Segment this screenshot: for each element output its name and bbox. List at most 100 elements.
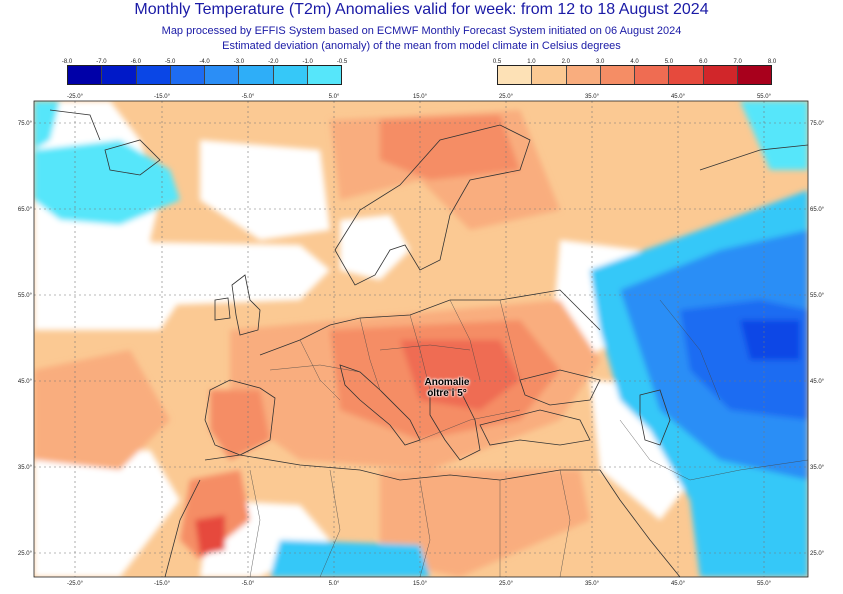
colorbar-cold-label: -4.0: [199, 59, 210, 65]
anomaly-area-mediterranean: [380, 470, 590, 577]
colorbar-cold: [67, 65, 342, 85]
colorbar-warm-label: 3.0: [595, 59, 605, 65]
x-label-top: 25.0°: [499, 94, 514, 100]
y-labels-right: 75.0° 65.0° 55.0° 45.0° 35.0° 25.0°: [810, 121, 825, 557]
y-label-right: 75.0°: [810, 121, 825, 127]
cold-area-east-peak: [740, 320, 800, 360]
neutral-area-north-atlantic: [34, 240, 330, 310]
y-label-right: 25.0°: [810, 551, 825, 557]
annotation-label: Anomalie oltre i 5°: [418, 377, 476, 399]
cold-area-greenland-sea: [34, 140, 180, 225]
anomaly-area-iberia: [210, 390, 270, 460]
colorbar-cold-label: -3.0: [233, 59, 245, 65]
coast-red-sea: [599, 469, 681, 577]
colorbar-warm-swatch: [669, 66, 704, 84]
colorbar-warm-label: 1.0: [527, 59, 536, 65]
colorbar-warm-label: 7.0: [733, 59, 742, 65]
colorbar-cold-labels: -8.0 -7.0 -6.0 -5.0 -4.0 -3.0 -2.0 -1.0 -0.5: [62, 59, 347, 67]
colorbar-warm-swatch: [566, 66, 601, 84]
y-label-left: 75.0°: [18, 121, 33, 127]
coastlines: [49, 109, 808, 577]
y-label-right: 65.0°: [810, 207, 825, 213]
colorbar-warm-label: 2.0: [561, 59, 570, 65]
y-label-right: 35.0°: [810, 465, 825, 471]
colorbar-warm-label: 4.0: [630, 59, 639, 65]
colorbar-warm-swatch: [532, 66, 567, 84]
colorbar-warm-swatch: [498, 66, 533, 84]
colorbar-warm-labels: 0.5 1.0 2.0 3.0 4.0 5.0 6.0 7.0 8.0: [493, 59, 776, 67]
colorbar-cold-label: -6.0: [130, 59, 141, 65]
y-label-right: 45.0°: [810, 379, 825, 385]
colorbar-warm-label: 8.0: [767, 59, 777, 65]
annotation-line2: oltre i 5°: [427, 388, 467, 399]
x-label-bottom: -5.0°: [242, 581, 255, 587]
neutral-area-middle-east: [590, 380, 700, 520]
x-label-top: 15.0°: [413, 94, 428, 100]
colorbar-cold-swatch: [136, 66, 171, 84]
neutral-area-norwegian-sea: [200, 140, 330, 240]
colorbar-warm-swatch: [635, 66, 670, 84]
coast-britain: [231, 274, 261, 336]
coast-black-sea: [519, 369, 601, 406]
colorbar-warm-label: 5.0: [664, 59, 674, 65]
x-labels-top: -25.0° -15.0° -5.0° 5.0° 15.0° 25.0° 35.0° 45.0…: [67, 94, 772, 100]
colorbar-cold-label: -5.0: [164, 59, 176, 65]
cold-area-greenland: [34, 101, 60, 150]
x-label-bottom: 55.0°: [757, 581, 772, 587]
colorbar-warm-swatch: [600, 66, 635, 84]
x-label-bottom: 5.0°: [329, 581, 340, 587]
y-label-left: 65.0°: [18, 207, 33, 213]
x-label-top: 45.0°: [671, 94, 686, 100]
coast-ireland: [214, 297, 231, 321]
neutral-area-canaries: [34, 450, 180, 577]
colorbar-cold-swatch: [273, 66, 308, 84]
x-label-top: 55.0°: [757, 94, 772, 100]
coast-italy: [339, 364, 421, 446]
colorbar-cold-swatch: [307, 66, 341, 84]
map-title: Monthly Temperature (T2m) Anomalies vali…: [134, 1, 709, 18]
coast-turkey: [479, 409, 591, 446]
map-frame: [33, 100, 809, 578]
y-label-right: 55.0°: [810, 293, 825, 299]
coast-north-africa: [204, 454, 600, 481]
colorbar-cold-label: -8.0: [61, 59, 73, 65]
coast-iberia: [204, 379, 276, 456]
y-label-left: 35.0°: [18, 465, 33, 471]
map-subtitle-units: Estimated deviation (anomaly) of the mea…: [222, 40, 621, 52]
anomaly-fields: [34, 101, 808, 577]
anomaly-area-morocco-peak: [195, 515, 225, 555]
colorbar-cold-swatch: [102, 66, 137, 84]
x-label-bottom: -15.0°: [154, 581, 171, 587]
colorbar-warm-swatch: [737, 66, 771, 84]
coast-scandinavia: [334, 124, 531, 286]
x-label-top: -15.0°: [154, 94, 171, 100]
cold-area-sahara: [270, 540, 430, 577]
coast-west-africa: [164, 479, 201, 577]
x-label-top: 5.0°: [329, 94, 340, 100]
colorbar-cold-swatch: [170, 66, 205, 84]
colorbar-cold-label: -0.5: [336, 59, 348, 65]
colorbar-warm-label: 6.0: [699, 59, 708, 65]
colorbar-cold-label: -2.0: [268, 59, 279, 65]
anomaly-area-atlantic-south: [34, 350, 170, 470]
coast-iceland: [104, 139, 161, 176]
colorbar-cold-swatch: [68, 66, 103, 84]
x-label-top: -5.0°: [242, 94, 255, 100]
coast-balkans: [429, 389, 481, 461]
x-label-bottom: 15.0°: [413, 581, 428, 587]
y-label-left: 55.0°: [18, 293, 33, 299]
colorbar-warm-label: 0.5: [492, 59, 502, 65]
x-label-bottom: 35.0°: [585, 581, 600, 587]
x-label-bottom: 45.0°: [671, 581, 686, 587]
x-label-bottom: 25.0°: [499, 581, 514, 587]
neutral-area-scandinavia: [340, 215, 410, 280]
y-label-left: 25.0°: [18, 551, 33, 557]
y-labels-left: 75.0° 65.0° 55.0° 45.0° 35.0° 25.0°: [18, 121, 33, 557]
x-label-bottom: -25.0°: [67, 581, 84, 587]
colorbar-cold-label: -7.0: [96, 59, 107, 65]
map-subtitle-source: Map processed by EFFIS System based on E…: [161, 25, 682, 37]
colorbar-warm: [497, 65, 772, 85]
graticule: [34, 101, 808, 577]
country-borders: [249, 299, 808, 577]
